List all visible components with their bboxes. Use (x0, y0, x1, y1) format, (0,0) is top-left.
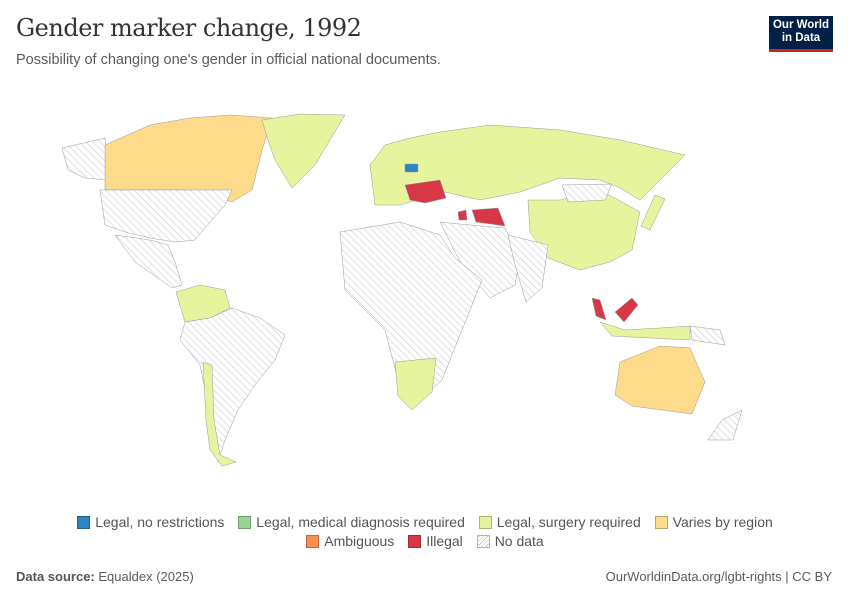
region-malaysia-borneo[interactable] (614, 297, 639, 323)
swatch (478, 515, 492, 529)
logo-line1: Our World (772, 19, 829, 31)
swatch (408, 534, 422, 548)
region-south-africa[interactable] (394, 357, 437, 411)
subtitle: Possibility of changing one's gender in … (16, 52, 441, 68)
region-estonia[interactable] (404, 163, 419, 173)
legend-label: Legal, no restrictions (95, 514, 225, 530)
world-map (61, 113, 743, 467)
region-chile[interactable] (202, 361, 237, 467)
region-ukraine[interactable] (404, 179, 447, 204)
region-central-america[interactable] (114, 234, 183, 289)
swatch (238, 515, 252, 529)
footer-url[interactable]: OurWorldinData.org/lgbt-rights | CC BY (605, 569, 832, 584)
region-greenland[interactable] (261, 113, 346, 189)
legend-item-varies[interactable]: Varies by region (654, 514, 773, 530)
swatch (654, 515, 668, 529)
logo-line2: in Data (781, 32, 821, 44)
region-japan[interactable] (640, 194, 666, 231)
region-south-america[interactable] (179, 307, 286, 463)
swatch (77, 515, 91, 529)
region-indonesia[interactable] (599, 321, 691, 341)
region-armenia[interactable] (457, 209, 468, 221)
legend-item-medical[interactable]: Legal, medical diagnosis required (238, 514, 465, 530)
legend-item-surgery[interactable]: Legal, surgery required (478, 514, 641, 530)
legend-label: Ambiguous (324, 533, 395, 549)
region-turkmenistan[interactable] (471, 207, 506, 227)
region-papua[interactable] (689, 325, 726, 346)
source-value[interactable]: Equaldex (2025) (98, 569, 194, 584)
swatch (476, 534, 490, 548)
legend-label: Illegal (426, 533, 463, 549)
data-source: Data source: Equaldex (2025) (16, 569, 194, 584)
region-russia-europe[interactable] (369, 124, 686, 206)
legend-label: Legal, medical diagnosis required (256, 514, 465, 530)
legend-row-1: Legal, no restrictions Legal, medical di… (0, 514, 850, 532)
region-australia[interactable] (614, 345, 706, 415)
legend-item-ambiguous[interactable]: Ambiguous (306, 533, 394, 549)
legend-label: Legal, surgery required (496, 514, 641, 530)
region-mongolia[interactable] (561, 183, 613, 203)
legend-label: No data (494, 533, 544, 549)
region-canada[interactable] (104, 114, 273, 203)
legend-row-2: Ambiguous Illegal No data (0, 533, 850, 551)
region-africa[interactable] (339, 221, 483, 406)
legend-item-no-data[interactable]: No data (476, 533, 544, 549)
region-usa[interactable] (99, 189, 233, 243)
region-new-zealand[interactable] (707, 409, 743, 441)
region-malaysia-peninsula[interactable] (591, 297, 607, 321)
legend-label: Varies by region (672, 514, 773, 530)
legend-item-legal-no-restrictions[interactable]: Legal, no restrictions (77, 514, 224, 530)
page-title: Gender marker change, 1992 (16, 14, 362, 42)
legend-item-illegal[interactable]: Illegal (408, 533, 463, 549)
region-india[interactable] (507, 234, 549, 303)
source-label: Data source: (16, 569, 95, 584)
owid-logo[interactable]: Our World in Data (769, 16, 833, 52)
swatch (306, 534, 320, 548)
region-alaska[interactable] (61, 137, 109, 181)
